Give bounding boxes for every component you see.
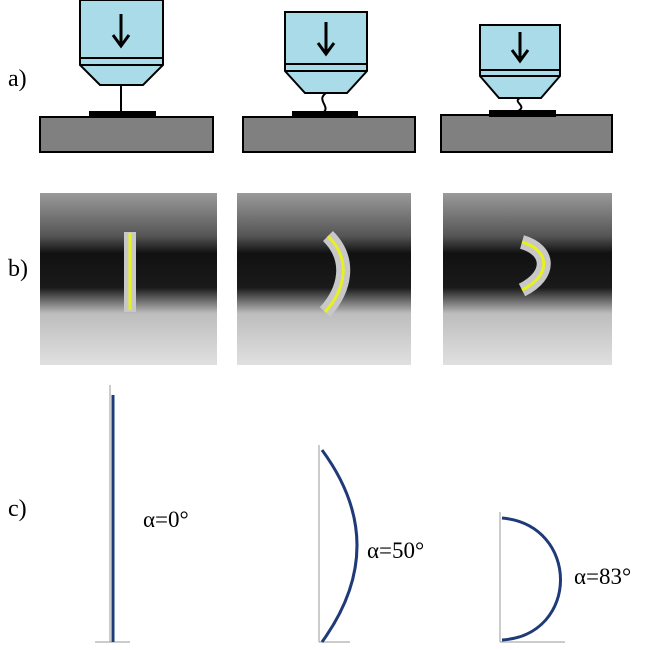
substrate	[242, 116, 416, 153]
indenter-tip	[79, 57, 164, 86]
pad	[292, 111, 358, 118]
fiber-shape	[501, 516, 562, 642]
panel-label: b)	[8, 256, 28, 282]
sem-background	[237, 193, 411, 365]
fiber-trace	[323, 234, 345, 314]
arrow	[510, 49, 530, 64]
pad	[89, 111, 156, 118]
substrate	[440, 114, 613, 153]
shape-plot	[499, 512, 565, 643]
angle-label: α=83°	[574, 564, 631, 589]
panel-label: c)	[8, 496, 27, 522]
fiber-trace	[521, 240, 546, 292]
pad	[489, 110, 556, 117]
shape-plot	[95, 385, 130, 643]
indenter-schematic	[440, 24, 613, 153]
shape-plot	[318, 445, 359, 643]
arrow	[111, 34, 131, 49]
fiber	[321, 92, 327, 113]
substrate	[39, 116, 214, 153]
fiber-shape	[320, 449, 359, 643]
indenter-schematic	[242, 11, 416, 153]
sem-image	[40, 193, 217, 365]
indenter-tip	[284, 63, 368, 94]
arrow	[316, 42, 336, 57]
panel-label: a)	[8, 66, 27, 92]
indenter-schematic	[39, 0, 214, 153]
sem-image	[237, 193, 411, 365]
angle-label: α=0°	[143, 507, 189, 532]
angle-label: α=50°	[367, 538, 424, 563]
sem-image	[443, 193, 612, 365]
indenter-tip	[479, 69, 561, 99]
fiber	[516, 97, 523, 112]
